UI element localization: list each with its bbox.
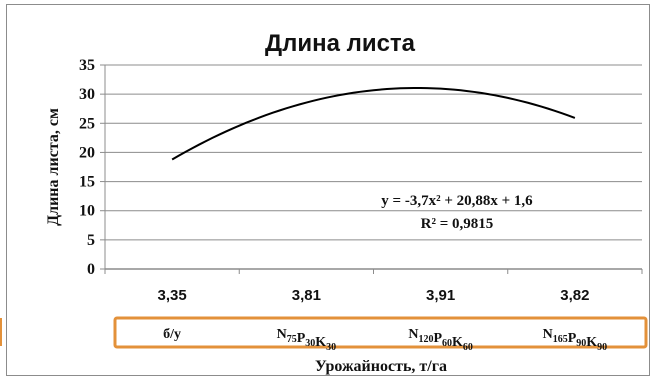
trendline-curve: [171, 86, 576, 161]
treatment-group-label: N165P90K90: [543, 327, 608, 353]
x-axis-label: Урожайность, т/га: [315, 358, 447, 375]
x-category-label: 3,35: [158, 287, 187, 304]
treatment-highlight-box: [113, 316, 648, 349]
x-category-label: 3,82: [560, 287, 589, 304]
x-category-label: 3,91: [426, 287, 455, 304]
trendline-equation: y = -3,7x² + 20,88x + 1,6: [381, 193, 533, 209]
x-category-label: 3,81: [292, 287, 321, 304]
y-tick-label: 35: [79, 57, 95, 74]
gridlines: [100, 64, 642, 270]
chart-frame: [6, 4, 650, 376]
axes: [104, 65, 643, 274]
y-tick-label: 25: [79, 115, 95, 132]
y-tick-label: 30: [79, 86, 95, 103]
trendline-r2: R² = 0,9815: [421, 216, 494, 232]
y-axis-label: Длина листа, см: [45, 108, 62, 226]
left-accent-mark: [0, 318, 2, 346]
y-tick-label: 10: [79, 203, 95, 220]
treatment-group-label: б/у: [163, 327, 181, 342]
x-category-labels: 3,35 3,81 3,91 3,82: [158, 287, 590, 304]
y-tick-label: 5: [87, 232, 95, 249]
y-tick-label: 0: [87, 261, 95, 278]
treatment-group-label: N120P60K60: [408, 327, 473, 353]
chart-title: Длина листа: [265, 30, 416, 57]
treatment-group-label: N75P30K30: [277, 327, 337, 353]
y-tick-labels: 0 5 10 15 20 25 30 35: [79, 57, 95, 278]
y-tick-label: 15: [79, 174, 95, 191]
y-tick-label: 20: [79, 144, 95, 161]
treatment-group-labels: б/у N75P30K30 N120P60K60 N165P90K90: [163, 327, 607, 353]
